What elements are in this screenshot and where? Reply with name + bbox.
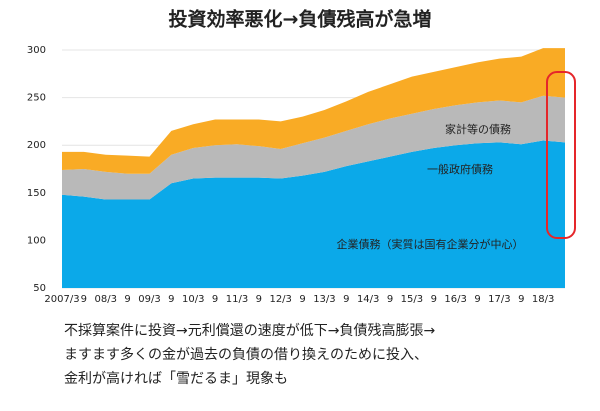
x-tick-label: 17/3 bbox=[488, 294, 510, 305]
area bbox=[62, 48, 565, 174]
x-tick-label: 11/3 bbox=[226, 294, 248, 305]
x-tick-label: 9 bbox=[387, 294, 393, 305]
x-tick-label: 9 bbox=[343, 294, 349, 305]
x-tick-label: 9 bbox=[431, 294, 437, 305]
x-tick-label: 12/3 bbox=[269, 294, 291, 305]
x-tick-label: 9 bbox=[81, 294, 87, 305]
series-label: 家計等の債務 bbox=[445, 122, 511, 136]
series-label: 企業債務（実質は国有企業分が中心） bbox=[337, 237, 524, 251]
caption-line: 不採算案件に投資→元利償還の速度が低下→負債残高膨張→ bbox=[64, 322, 435, 339]
x-tick-label: 9 bbox=[474, 294, 480, 305]
x-tick-label: 9 bbox=[212, 294, 218, 305]
caption-line: ますます多くの金が過去の負債の借り換えのために投入、 bbox=[64, 346, 428, 363]
x-tick-label: 9 bbox=[168, 294, 174, 305]
chart-title: 投資効率悪化→負債残高が急増 bbox=[169, 8, 432, 31]
x-tick-label: 08/3 bbox=[95, 294, 117, 305]
x-tick-label: 14/3 bbox=[357, 294, 379, 305]
y-tick-label: 200 bbox=[27, 140, 46, 151]
area bbox=[62, 140, 565, 288]
area bbox=[62, 95, 565, 200]
x-tick-label: 13/3 bbox=[313, 294, 335, 305]
x-tick-label: 09/3 bbox=[138, 294, 160, 305]
y-tick-label: 100 bbox=[27, 235, 46, 246]
x-tick-label: 9 bbox=[124, 294, 130, 305]
y-tick-label: 300 bbox=[27, 45, 46, 56]
x-tick-label: 15/3 bbox=[401, 294, 423, 305]
x-tick-label: 9 bbox=[518, 294, 524, 305]
y-tick-label: 250 bbox=[27, 93, 46, 104]
y-tick-label: 150 bbox=[27, 188, 46, 199]
series-label: 一般政府債務 bbox=[427, 162, 493, 176]
x-tick-label: 9 bbox=[299, 294, 305, 305]
caption-line: 金利が高ければ「雪だるま」現象も bbox=[64, 370, 288, 387]
x-tick-label: 9 bbox=[256, 294, 262, 305]
x-tick-label: 2007/3 bbox=[44, 294, 79, 305]
x-tick-label: 10/3 bbox=[182, 294, 204, 305]
x-tick-label: 16/3 bbox=[444, 294, 466, 305]
highlight-box bbox=[546, 71, 576, 239]
y-tick-label: 50 bbox=[33, 283, 46, 294]
x-tick-label: 18/3 bbox=[532, 294, 554, 305]
